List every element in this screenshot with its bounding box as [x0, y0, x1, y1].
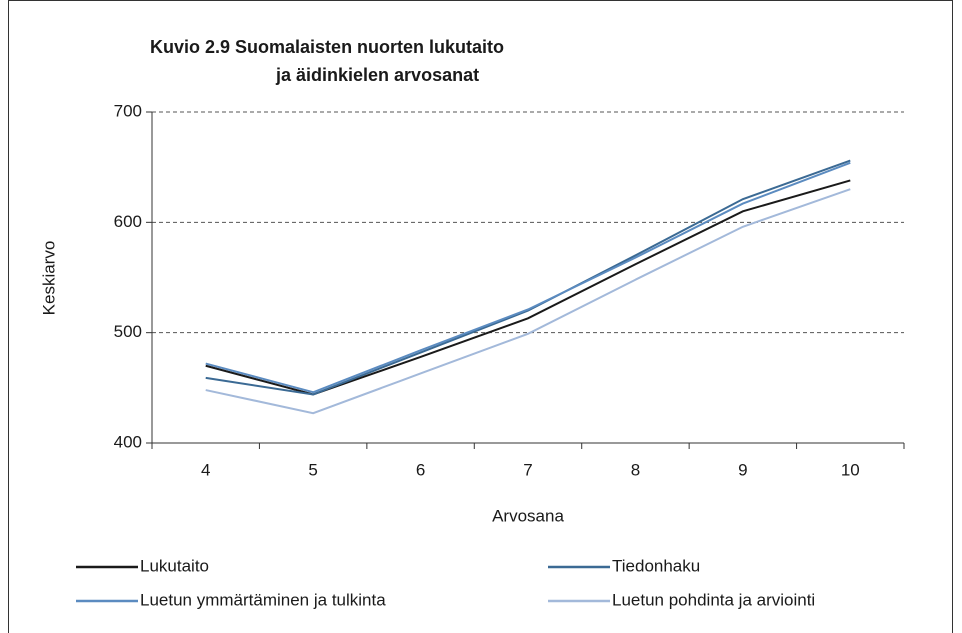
- y-tick-label: 600: [114, 212, 142, 231]
- y-tick-label: 700: [114, 101, 142, 120]
- x-tick-label: 10: [841, 460, 860, 479]
- legend-label: Tiedonhaku: [612, 556, 700, 575]
- series-line: [205, 161, 851, 394]
- x-tick-label: 4: [201, 460, 210, 479]
- series-line: [205, 179, 851, 396]
- legend-label: Luetun pohdinta ja arviointi: [612, 590, 815, 609]
- legend-label: Lukutaito: [140, 556, 209, 575]
- x-tick-label: 6: [416, 460, 425, 479]
- legend-label: Luetun ymmärtäminen ja tulkinta: [140, 590, 386, 609]
- series-line: [205, 159, 851, 396]
- y-tick-label: 400: [114, 432, 142, 451]
- x-axis-label: Arvosana: [492, 506, 564, 525]
- x-tick-label: 8: [631, 460, 640, 479]
- chart-title: Kuvio 2.9 Suomalaisten nuorten lukutaito: [150, 37, 504, 57]
- series-line: [205, 188, 851, 415]
- x-tick-label: 5: [308, 460, 317, 479]
- x-tick-label: 7: [523, 460, 532, 479]
- y-axis-label: Keskiarvo: [39, 241, 58, 316]
- x-tick-label: 9: [738, 460, 747, 479]
- frame: [8, 0, 953, 633]
- y-tick-label: 500: [114, 322, 142, 341]
- chart-title: ja äidinkielen arvosanat: [275, 65, 479, 85]
